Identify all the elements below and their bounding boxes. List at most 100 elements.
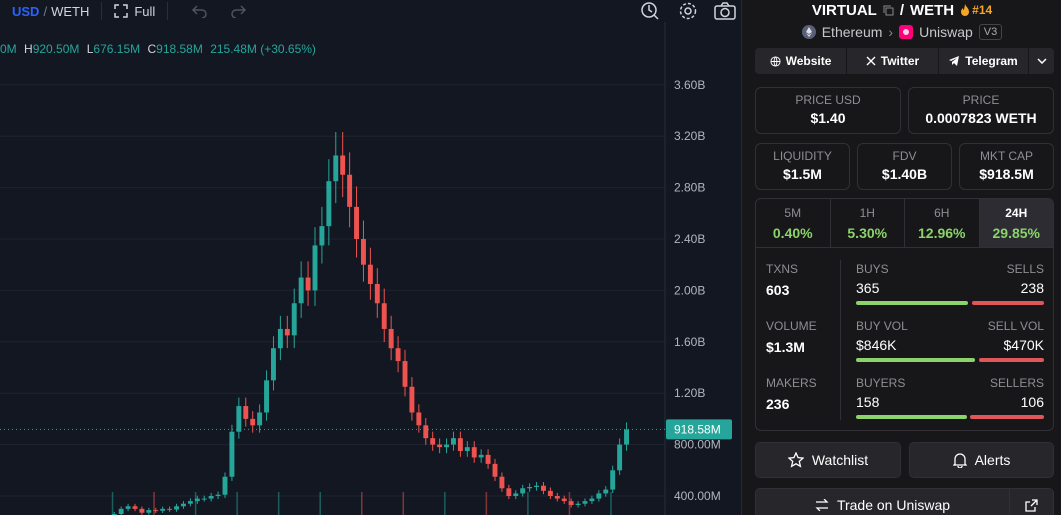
y-tick-label: 400.00M	[674, 489, 721, 503]
sellvol-label: SELL VOL	[987, 319, 1044, 333]
candle-body	[243, 406, 249, 419]
external-link-icon	[1025, 498, 1038, 512]
tab-5m[interactable]: 5M 0.40%	[756, 199, 831, 247]
ohlc-legend: 0M H920.50M L676.15M C918.58M 215.48M (+…	[0, 42, 316, 56]
liquidity-value: $1.5M	[783, 166, 822, 182]
candle-body	[125, 506, 131, 509]
txns-stat: TXNS 603	[766, 262, 798, 298]
volume-label: VOLUME	[766, 319, 817, 333]
price-chart[interactable]: 3.60B 3.20B 2.80B 2.40B 2.00B 1.60B 1.20B 800.0…	[0, 22, 741, 515]
sell-bar	[978, 358, 1044, 362]
buyers-sellers-bar	[856, 415, 1044, 419]
watchlist-button[interactable]: Watchlist	[755, 442, 901, 478]
candle-body	[333, 155, 339, 182]
volume-bar	[402, 492, 405, 515]
more-links-button[interactable]	[1029, 48, 1054, 74]
redo-icon	[231, 5, 247, 18]
sellers-label: SELLERS	[989, 376, 1044, 390]
buy-bar	[856, 301, 968, 305]
current-price-tag: 918.58M	[0, 419, 732, 440]
website-label: Website	[785, 54, 832, 68]
undo-icon	[192, 5, 208, 18]
candle-body	[326, 181, 332, 227]
candle-body	[277, 328, 283, 349]
telegram-button[interactable]: Telegram	[939, 48, 1029, 74]
candle-body	[291, 303, 297, 336]
tab-change: 29.85%	[992, 225, 1040, 241]
watchlist-label: Watchlist	[811, 452, 869, 468]
tab-6h[interactable]: 6H 12.96%	[905, 199, 980, 247]
candle-body	[603, 489, 609, 494]
divider	[840, 260, 841, 420]
telegram-icon	[949, 56, 960, 66]
volume-bar	[111, 492, 114, 515]
copy-icon[interactable]	[883, 5, 894, 16]
trade-main[interactable]: Trade on Uniswap	[756, 497, 1009, 513]
tab-label: 1H	[859, 206, 875, 220]
candle-body	[347, 174, 353, 207]
candle-body	[561, 498, 567, 502]
undo-button[interactable]	[192, 4, 208, 18]
liquidity-box: LIQUIDITY $1.5M	[755, 143, 850, 190]
y-tick-label: 2.40B	[674, 232, 705, 246]
tab-24h[interactable]: 24H 29.85%	[979, 199, 1053, 247]
price-axis: 3.60B 3.20B 2.80B 2.40B 2.00B 1.60B 1.20B 800.0…	[674, 78, 721, 503]
volume-bars	[111, 492, 612, 515]
candle-body	[250, 418, 256, 426]
quote-toggle[interactable]: WETH	[51, 3, 90, 19]
y-tick-label: 2.80B	[674, 181, 705, 195]
indicator-icon	[641, 2, 659, 20]
candle-body	[513, 493, 519, 496]
settings-button[interactable]	[678, 1, 698, 21]
candle-body	[568, 501, 574, 505]
candle-body	[541, 485, 546, 491]
candle-body	[527, 487, 533, 489]
volume-bar	[610, 492, 612, 515]
pair-info-panel: VIRTUAL / WETH #14 Ethereum › Uniswap V3…	[741, 0, 1061, 515]
candle-body	[395, 348, 401, 362]
chevron-down-icon	[1036, 58, 1047, 64]
y-tick-label: 3.20B	[674, 129, 705, 143]
volume-bar	[236, 492, 238, 515]
swap-icon	[815, 499, 829, 511]
price-usd-label: PRICE USD	[795, 93, 861, 107]
candle-body	[236, 406, 242, 432]
volume-value: $1.3M	[766, 339, 805, 355]
high-key: H	[24, 42, 33, 56]
candle-body	[139, 508, 145, 513]
indicator-button[interactable]	[640, 1, 660, 21]
website-button[interactable]: Website	[755, 48, 847, 74]
dex-name[interactable]: Uniswap	[919, 24, 973, 40]
pair-slash: /	[899, 1, 904, 19]
currency-toggle[interactable]: USD	[12, 3, 40, 19]
trade-button[interactable]: Trade on Uniswap	[755, 488, 1054, 515]
candle-body	[361, 239, 366, 265]
alerts-button[interactable]: Alerts	[909, 442, 1054, 478]
screenshot-button[interactable]	[714, 2, 737, 20]
tab-label: 5M	[784, 206, 802, 220]
candle-body	[208, 496, 214, 499]
twitter-button[interactable]: Twitter	[847, 48, 939, 74]
open-value: 0M	[0, 42, 17, 56]
candle-body	[416, 412, 422, 426]
external-link-button[interactable]	[1009, 489, 1053, 515]
fullscreen-button[interactable]: Full	[114, 4, 155, 19]
buys-sells: BUYS SELLS 365 238	[856, 262, 1044, 305]
price-weth-label: PRICE	[962, 93, 1000, 107]
candle-body	[305, 277, 311, 291]
candle-body	[430, 438, 436, 445]
chain-name[interactable]: Ethereum	[821, 24, 883, 40]
liquidity-label: LIQUIDITY	[773, 149, 832, 163]
fdv-value: $1.40B	[881, 166, 928, 182]
sellers-value: 106	[1020, 394, 1044, 410]
camera-icon	[714, 2, 737, 20]
redo-button[interactable]	[230, 4, 247, 18]
price-weth-value: 0.0007823 WETH	[925, 110, 1037, 126]
sells-value: 238	[1020, 280, 1044, 296]
bell-icon	[952, 453, 967, 468]
buyvol-label: BUY VOL	[856, 319, 908, 333]
buys-label: BUYS	[856, 262, 889, 276]
chart-pane[interactable]: USD / WETH Full 0M H920.50M L676.15M C91…	[0, 0, 741, 515]
volume-bar	[485, 492, 488, 515]
tab-1h[interactable]: 1H 5.30%	[831, 199, 905, 247]
